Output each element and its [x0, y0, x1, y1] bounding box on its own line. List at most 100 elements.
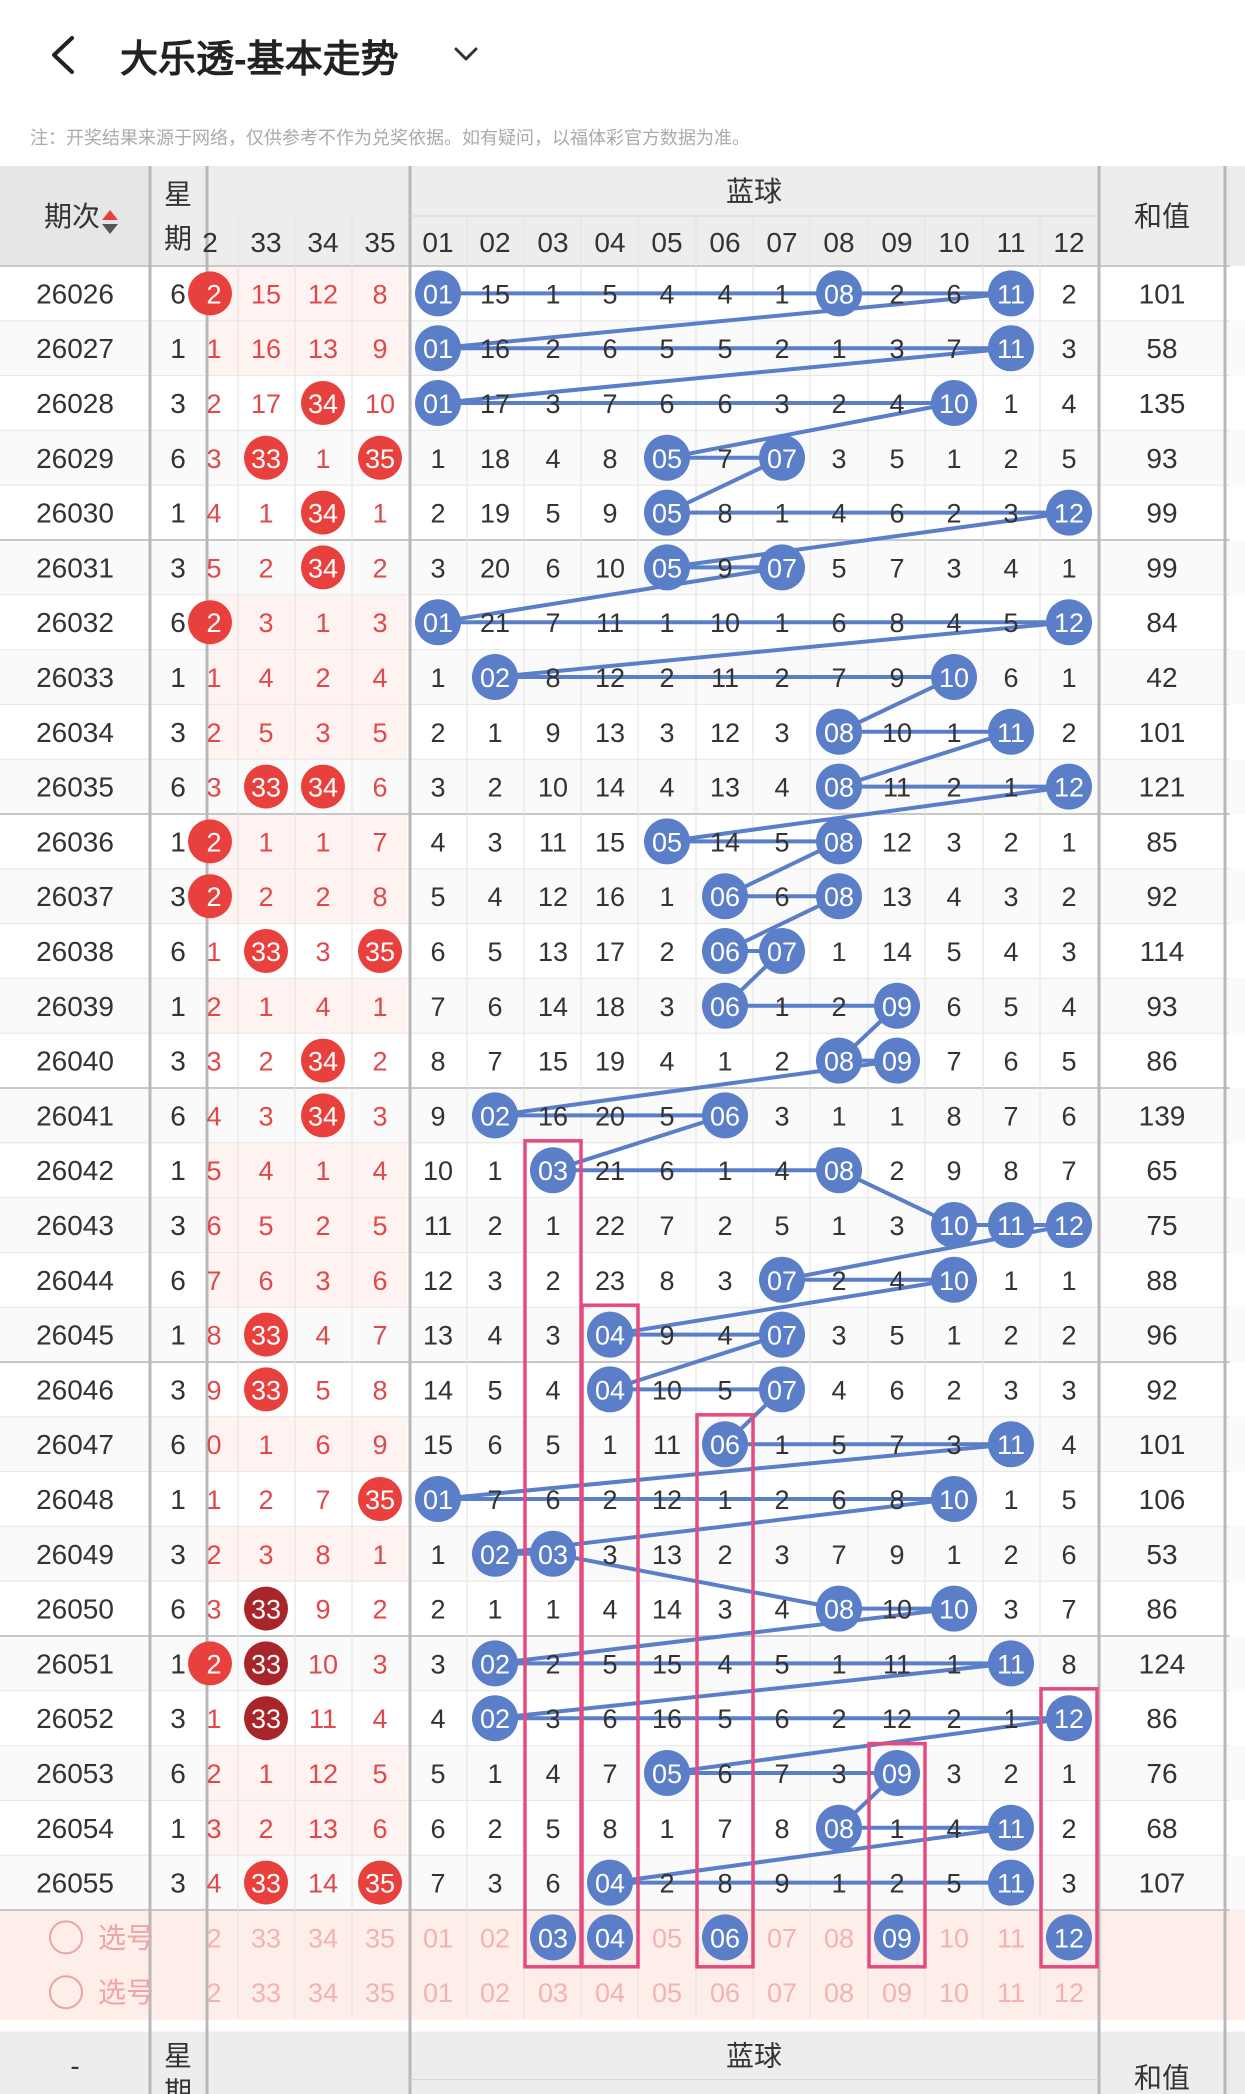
period-cell: 26047 [36, 1429, 114, 1460]
select-blue-number[interactable]: 03 [538, 1923, 568, 1953]
chevron-left-icon[interactable] [40, 30, 90, 80]
select-blue-option[interactable] [530, 1914, 576, 1961]
select-blue-option[interactable]: 02 [480, 1923, 510, 1953]
blue-miss-cell: 2 [717, 1211, 732, 1241]
blue-column-header: 09 [881, 227, 912, 258]
select-label[interactable]: 选号 [98, 1977, 154, 2008]
select-blue-option[interactable]: 08 [824, 1923, 854, 1953]
red-cell: 2 [206, 718, 221, 748]
blue-ball-number: 02 [480, 1704, 510, 1734]
select-blue-option[interactable] [587, 1914, 633, 1961]
blue-miss-cell: 9 [946, 1156, 961, 1186]
blue-miss-cell: 3 [946, 1759, 961, 1789]
select-radio[interactable] [49, 1975, 83, 2010]
select-red-option[interactable]: 2 [206, 1923, 221, 1953]
blue-ball-number: 01 [423, 389, 453, 419]
select-blue-option[interactable]: 06 [710, 1978, 740, 2008]
table-row: 26046 3 9 33 5 8 14 5 4 04 10 5 07 4 6 2 3 3 92 [36, 1366, 1178, 1413]
select-blue-option[interactable]: 03 [538, 1978, 568, 2008]
red-miss-cell: 17 [251, 389, 281, 419]
red-miss-cell: 2 [258, 1047, 273, 1077]
select-blue-option[interactable]: 02 [480, 1978, 510, 2008]
svg-text:2: 2 [206, 827, 221, 857]
week-cell: 3 [170, 1703, 186, 1734]
period-column-header[interactable]: 期次 [44, 201, 100, 232]
select-red-option[interactable]: 35 [365, 1978, 395, 2008]
select-blue-option[interactable]: 11 [997, 1978, 1025, 2008]
select-blue-option[interactable] [874, 1914, 920, 1961]
select-blue-option[interactable]: 01 [423, 1978, 453, 2008]
week-cell: 6 [170, 1265, 186, 1296]
sum-cell: 99 [1146, 498, 1177, 529]
select-blue-option[interactable]: 09 [882, 1978, 912, 2008]
select-blue-option[interactable]: 07 [767, 1923, 797, 1953]
sum-cell: 93 [1146, 443, 1177, 474]
blue-ball-hit [415, 380, 461, 426]
sum-cell: 65 [1146, 1155, 1177, 1186]
blue-ball-hit [472, 654, 518, 700]
select-row[interactable]: 选号 2 33 34 35 01 02 03 04 05 06 07 08 09 10 11 12 [49, 1975, 1084, 2010]
chevron-down-icon[interactable] [448, 36, 484, 72]
sum-cell: 106 [1139, 1484, 1186, 1515]
select-blue-option[interactable]: 11 [997, 1923, 1025, 1953]
select-red-option[interactable]: 34 [308, 1923, 338, 1953]
sum-cell: 84 [1146, 607, 1177, 638]
blue-miss-cell: 4 [659, 279, 674, 309]
blue-column-header: 08 [823, 227, 854, 258]
select-blue-option[interactable]: 10 [939, 1978, 969, 2008]
blue-miss-cell: 2 [946, 499, 961, 529]
sum-cell: 124 [1139, 1648, 1186, 1679]
blue-ball-hit [816, 1804, 862, 1851]
period-cell: 26043 [36, 1210, 114, 1241]
blue-ball-hit [816, 818, 862, 865]
blue-miss-cell: 6 [1003, 663, 1018, 693]
blue-ball-number: 10 [939, 1485, 969, 1515]
select-blue-option[interactable]: 10 [939, 1923, 969, 1953]
table-row: 26051 1 2 33 10 3 3 02 2 5 15 4 5 1 11 1 11 8 124 [36, 1640, 1186, 1687]
blue-miss-cell: 11 [883, 773, 911, 803]
week-cell: 1 [170, 1648, 186, 1679]
red-ball-hit [244, 764, 288, 809]
blue-column-header: 11 [996, 227, 1025, 258]
select-blue-option[interactable]: 05 [652, 1978, 682, 2008]
blue-ball-number: 10 [939, 663, 969, 693]
sort-icon[interactable] [102, 210, 118, 234]
blue-miss-cell: 3 [487, 1266, 502, 1296]
select-blue-option[interactable]: 08 [824, 1978, 854, 2008]
select-blue-option[interactable]: 12 [1054, 1978, 1084, 2008]
select-row[interactable]: 选号 2 33 34 35 01 02 03 04 05 06 07 08 09 10 11 12 [49, 1914, 1092, 1961]
select-red-option[interactable]: 35 [365, 1923, 395, 1953]
blue-miss-cell: 1 [487, 1595, 502, 1625]
red-miss-cell: 2 [372, 553, 387, 583]
red-cell: 9 [206, 1375, 221, 1405]
select-blue-number[interactable]: 09 [882, 1923, 912, 1953]
table-row: 26041 6 4 3 34 3 9 02 16 20 5 06 3 1 1 8 7 6 139 [36, 1092, 1185, 1139]
red-cell: 2 [206, 992, 221, 1022]
select-label[interactable]: 选号 [98, 1922, 154, 1953]
select-blue-option[interactable]: 05 [652, 1923, 682, 1953]
select-red-option[interactable]: 33 [251, 1923, 281, 1953]
red-miss-cell: 2 [258, 1814, 273, 1844]
select-blue-number[interactable]: 04 [595, 1923, 625, 1953]
select-red-option[interactable]: 34 [308, 1978, 338, 2008]
select-blue-option[interactable]: 07 [767, 1978, 797, 2008]
select-red-option[interactable]: 33 [251, 1978, 281, 2008]
blue-ball-hit [415, 325, 461, 372]
red-ball-hit [244, 1312, 288, 1357]
select-radio[interactable] [49, 1920, 83, 1955]
blue-ball-hit [1046, 1695, 1092, 1742]
select-blue-number[interactable]: 12 [1054, 1923, 1084, 1953]
select-red-option[interactable]: 2 [206, 1978, 221, 2008]
select-blue-number[interactable]: 06 [710, 1923, 740, 1953]
red-cell: 7 [206, 1266, 221, 1296]
blue-miss-cell: 4 [1061, 1430, 1076, 1460]
select-blue-option[interactable] [702, 1914, 748, 1961]
select-blue-option[interactable]: 01 [423, 1923, 453, 1953]
select-blue-option[interactable]: 04 [595, 1978, 625, 2008]
red-ball-number: 33 [251, 1375, 281, 1405]
blue-miss-cell: 2 [1061, 1321, 1076, 1351]
red-miss-cell: 12 [308, 279, 338, 309]
select-blue-option[interactable] [1046, 1914, 1092, 1961]
red-cell: 1 [206, 937, 221, 967]
